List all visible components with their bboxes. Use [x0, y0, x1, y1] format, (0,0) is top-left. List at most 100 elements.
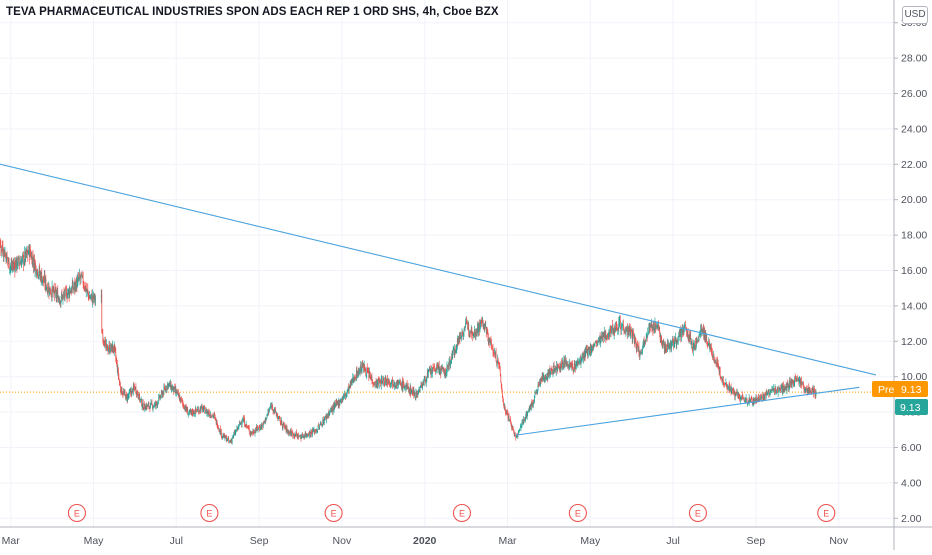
candle-body [781, 384, 783, 392]
candle-body [808, 387, 810, 392]
candle-body [84, 288, 86, 290]
candle-body [592, 348, 593, 350]
candle-body [347, 387, 349, 391]
candle-body [624, 331, 626, 333]
candle-body [307, 434, 309, 437]
candle-body [124, 391, 125, 394]
candle-body [643, 339, 644, 343]
candle-body [3, 254, 4, 257]
candle-body [815, 394, 816, 396]
candle-body [480, 321, 481, 325]
candle-body [244, 424, 246, 427]
candle-body [753, 398, 755, 403]
candle-body [623, 324, 624, 329]
candle-body [718, 365, 719, 367]
candle-body [190, 410, 192, 412]
candle-body [807, 387, 809, 392]
candle-body [226, 440, 228, 442]
candle-body [461, 336, 462, 338]
earnings-marker-label: E [331, 509, 337, 519]
candle-body [264, 417, 266, 422]
candle-body [504, 406, 506, 411]
candle-body [500, 382, 502, 388]
candle-body [449, 359, 451, 366]
candle-body [442, 368, 444, 370]
candle-body [613, 331, 614, 334]
candle-body [758, 398, 760, 400]
candle-body [454, 348, 456, 354]
candle-body [292, 435, 294, 436]
y-tick-label: 10.00 [901, 371, 927, 383]
candle-body [624, 331, 625, 333]
candle-body [243, 419, 245, 422]
currency-button[interactable]: USD [902, 6, 928, 24]
candle-body [658, 328, 660, 331]
candle-body [386, 378, 388, 383]
candle-body [319, 424, 320, 429]
candle-body [103, 340, 105, 344]
candle-body [381, 379, 383, 382]
candle-body [453, 349, 455, 353]
candle-body [255, 429, 256, 432]
candle-body [110, 345, 112, 350]
candle-body [609, 330, 610, 336]
candle-body [567, 364, 568, 366]
candle-body [362, 362, 364, 367]
candle-body [601, 334, 603, 338]
candle-body [384, 384, 386, 385]
candle-body [509, 419, 511, 421]
trendline-drawings[interactable] [0, 161, 877, 436]
candle-body [257, 427, 258, 430]
candle-body [339, 402, 341, 406]
candle-body [712, 353, 713, 357]
candle-body [276, 414, 278, 417]
candle-body [572, 364, 574, 368]
y-tick-label: 2.00 [901, 513, 922, 525]
candle-body [341, 400, 342, 402]
candle-body [140, 399, 141, 400]
candle-body [790, 380, 792, 385]
candle-body [652, 327, 654, 331]
candle-body [2, 245, 3, 249]
candle-body [271, 404, 273, 408]
candle-body [711, 347, 712, 353]
candle-body [779, 387, 781, 390]
candle-body [301, 433, 303, 437]
candle-body [148, 402, 150, 407]
candle-body [312, 429, 313, 435]
candle-body [255, 430, 257, 432]
candle-body [7, 256, 8, 260]
candle-body [608, 336, 609, 339]
candle-body [451, 355, 452, 361]
candle-body [217, 426, 219, 429]
candle-body [375, 381, 377, 388]
y-tick-label: 20.00 [901, 194, 927, 206]
candle-body [175, 389, 177, 393]
candle-body [669, 343, 671, 349]
candle-body [127, 395, 129, 397]
candle-body [264, 420, 266, 423]
candle-body [138, 397, 139, 400]
candle-body [43, 276, 45, 282]
candle-body [420, 385, 421, 387]
candle-body [512, 429, 514, 430]
candle-body [812, 389, 814, 394]
candle-body [660, 337, 662, 339]
candle-body [456, 339, 458, 346]
candle-body [10, 266, 12, 268]
candle-body [354, 378, 356, 381]
candle-body [365, 375, 367, 376]
candle-body [11, 263, 13, 267]
candle-body [454, 348, 456, 353]
candle-body [600, 336, 602, 339]
price-tags: Pre 9.13 9.13 [872, 381, 928, 415]
candle-body [219, 428, 221, 433]
candle-body [644, 342, 645, 346]
candle-body [663, 346, 665, 351]
candle-body [63, 293, 65, 295]
candle-body [171, 386, 172, 391]
candle-body [562, 362, 564, 364]
candle-body [94, 295, 96, 301]
